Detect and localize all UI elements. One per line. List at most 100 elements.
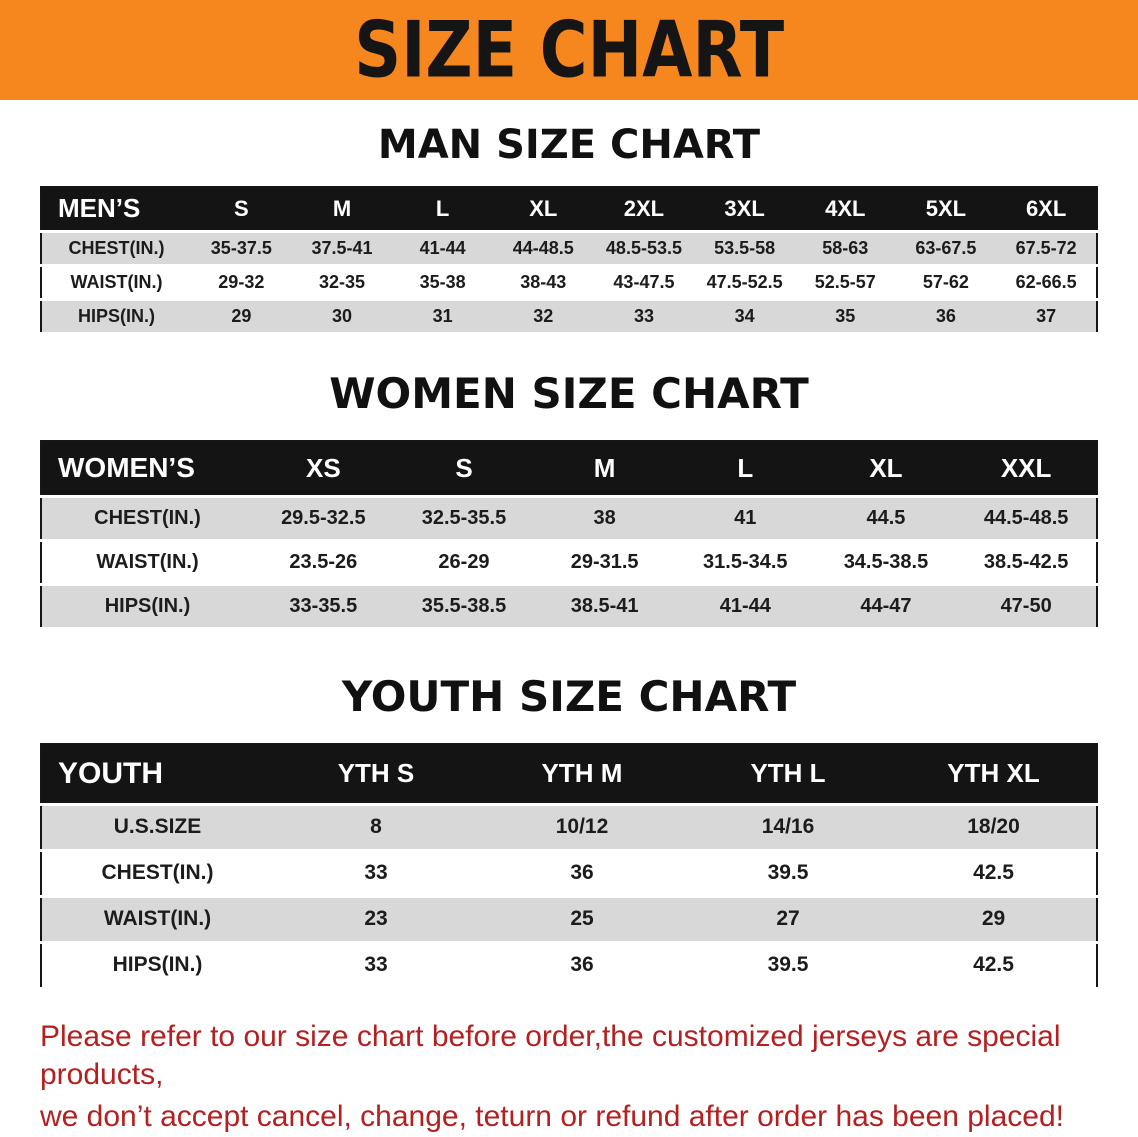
women-size-section: WOMEN SIZE CHART WOMEN’S XS S M L XL XXL CHEST(…	[0, 369, 1138, 630]
value-cell: 18/20	[891, 804, 1097, 852]
value-cell: 35-37.5	[191, 231, 292, 267]
table-title-cell: YOUTH	[41, 744, 273, 806]
value-cell: 35-38	[392, 265, 493, 301]
value-cell: 23.5-26	[253, 540, 394, 586]
value-cell: 37	[996, 299, 1097, 335]
size-header-cell: YTH XL	[891, 744, 1097, 806]
value-cell: 44-47	[815, 584, 957, 630]
size-header-cell: 2XL	[593, 187, 695, 233]
value-cell: 47-50	[956, 584, 1097, 630]
note-line-2: we don’t accept cancel, change, teturn o…	[40, 1100, 1064, 1134]
row-label-cell: CHEST(IN.)	[41, 850, 273, 898]
table-title-cell: WOMEN’S	[41, 440, 253, 498]
size-header-cell: XXL	[956, 440, 1097, 498]
value-cell: 39.5	[685, 850, 891, 898]
men-size-table-wrap: MEN’S S M L XL 2XL 3XL 4XL 5XL 6XL CHEST(IN.) 35-37…	[40, 186, 1098, 335]
size-header-cell: YTH M	[479, 744, 685, 806]
row-label-cell: CHEST(IN.)	[41, 496, 253, 542]
page-title: SIZE CHART	[354, 4, 784, 96]
value-cell: 10/12	[479, 804, 685, 852]
value-cell: 32.5-35.5	[393, 496, 535, 542]
value-cell: 31	[392, 299, 493, 335]
size-header-cell: M	[534, 440, 675, 498]
value-cell: 33	[273, 942, 479, 990]
row-label-cell: WAIST(IN.)	[41, 265, 191, 301]
value-cell: 43-47.5	[593, 265, 695, 301]
table-header-row: YOUTH YTH S YTH M YTH L YTH XL	[41, 744, 1097, 806]
value-cell: 33	[593, 299, 695, 335]
table-row: HIPS(IN.) 33 36 39.5 42.5	[41, 942, 1097, 990]
size-header-cell: L	[674, 440, 816, 498]
size-header-cell: 5XL	[895, 187, 997, 233]
value-cell: 31.5-34.5	[674, 540, 816, 586]
value-cell: 29	[191, 299, 292, 335]
table-row: HIPS(IN.) 33-35.5 35.5-38.5 38.5-41 41-44 44-…	[41, 584, 1097, 630]
value-cell: 41	[674, 496, 816, 542]
table-row: HIPS(IN.) 29 30 31 32 33 34 35 36 37	[41, 299, 1097, 335]
value-cell: 29-31.5	[534, 540, 675, 586]
footer-note: Please refer to our size chart before or…	[40, 1018, 1138, 1137]
size-header-cell: L	[392, 187, 493, 233]
value-cell: 32	[492, 299, 594, 335]
value-cell: 36	[895, 299, 997, 335]
value-cell: 29-32	[191, 265, 292, 301]
size-header-cell: YTH S	[273, 744, 479, 806]
value-cell: 26-29	[393, 540, 535, 586]
size-header-cell: M	[291, 187, 393, 233]
women-size-table: WOMEN’S XS S M L XL XXL CHEST(IN.) 29.5-32.5 32.5…	[40, 439, 1098, 630]
value-cell: 38-43	[492, 265, 594, 301]
size-header-cell: 6XL	[996, 187, 1097, 233]
value-cell: 44.5	[815, 496, 957, 542]
value-cell: 29.5-32.5	[253, 496, 394, 542]
youth-size-section: YOUTH SIZE CHART YOUTH YTH S YTH M YTH L YTH…	[0, 672, 1138, 990]
value-cell: 44.5-48.5	[956, 496, 1097, 542]
value-cell: 27	[685, 896, 891, 944]
row-label-cell: WAIST(IN.)	[41, 896, 273, 944]
value-cell: 38.5-42.5	[956, 540, 1097, 586]
table-header-row: WOMEN’S XS S M L XL XXL	[41, 440, 1097, 498]
row-label-cell: U.S.SIZE	[41, 804, 273, 852]
value-cell: 44-48.5	[492, 231, 594, 267]
value-cell: 35	[794, 299, 896, 335]
row-label-cell: HIPS(IN.)	[41, 584, 253, 630]
size-header-cell: S	[191, 187, 292, 233]
value-cell: 42.5	[891, 942, 1097, 990]
value-cell: 29	[891, 896, 1097, 944]
value-cell: 34.5-38.5	[815, 540, 957, 586]
table-row: CHEST(IN.) 33 36 39.5 42.5	[41, 850, 1097, 898]
value-cell: 39.5	[685, 942, 891, 990]
value-cell: 35.5-38.5	[393, 584, 535, 630]
row-label-cell: CHEST(IN.)	[41, 231, 191, 267]
youth-size-table: YOUTH YTH S YTH M YTH L YTH XL U.S.SIZE 8 10/12…	[40, 743, 1098, 990]
value-cell: 33-35.5	[253, 584, 394, 630]
men-size-table: MEN’S S M L XL 2XL 3XL 4XL 5XL 6XL CHEST(IN.) 35-37…	[40, 186, 1098, 335]
table-row: CHEST(IN.) 29.5-32.5 32.5-35.5 38 41 44.5 44.5…	[41, 496, 1097, 542]
size-header-cell: S	[393, 440, 535, 498]
value-cell: 47.5-52.5	[694, 265, 795, 301]
value-cell: 52.5-57	[794, 265, 896, 301]
table-row: CHEST(IN.) 35-37.5 37.5-41 41-44 44-48.5 48.5…	[41, 231, 1097, 267]
size-header-cell: XS	[253, 440, 394, 498]
value-cell: 36	[479, 850, 685, 898]
table-row: WAIST(IN.) 29-32 32-35 35-38 38-43 43-47.5 47.…	[41, 265, 1097, 301]
table-row: U.S.SIZE 8 10/12 14/16 18/20	[41, 804, 1097, 852]
value-cell: 58-63	[794, 231, 896, 267]
size-header-cell: XL	[815, 440, 957, 498]
youth-section-heading: YOUTH SIZE CHART	[341, 672, 797, 721]
value-cell: 38.5-41	[534, 584, 675, 630]
youth-size-table-wrap: YOUTH YTH S YTH M YTH L YTH XL U.S.SIZE 8 10/12…	[40, 743, 1098, 990]
size-header-cell: 4XL	[794, 187, 896, 233]
value-cell: 62-66.5	[996, 265, 1097, 301]
value-cell: 42.5	[891, 850, 1097, 898]
table-header-row: MEN’S S M L XL 2XL 3XL 4XL 5XL 6XL	[41, 187, 1097, 233]
value-cell: 8	[273, 804, 479, 852]
men-size-section: MAN SIZE CHART MEN’S S M L XL 2XL 3XL 4XL 5XL 6XL…	[0, 122, 1138, 335]
value-cell: 32-35	[291, 265, 393, 301]
value-cell: 38	[534, 496, 675, 542]
value-cell: 14/16	[685, 804, 891, 852]
size-header-cell: 3XL	[694, 187, 795, 233]
value-cell: 30	[291, 299, 393, 335]
table-title-cell: MEN’S	[41, 187, 191, 233]
value-cell: 57-62	[895, 265, 997, 301]
men-section-heading: MAN SIZE CHART	[377, 122, 761, 168]
